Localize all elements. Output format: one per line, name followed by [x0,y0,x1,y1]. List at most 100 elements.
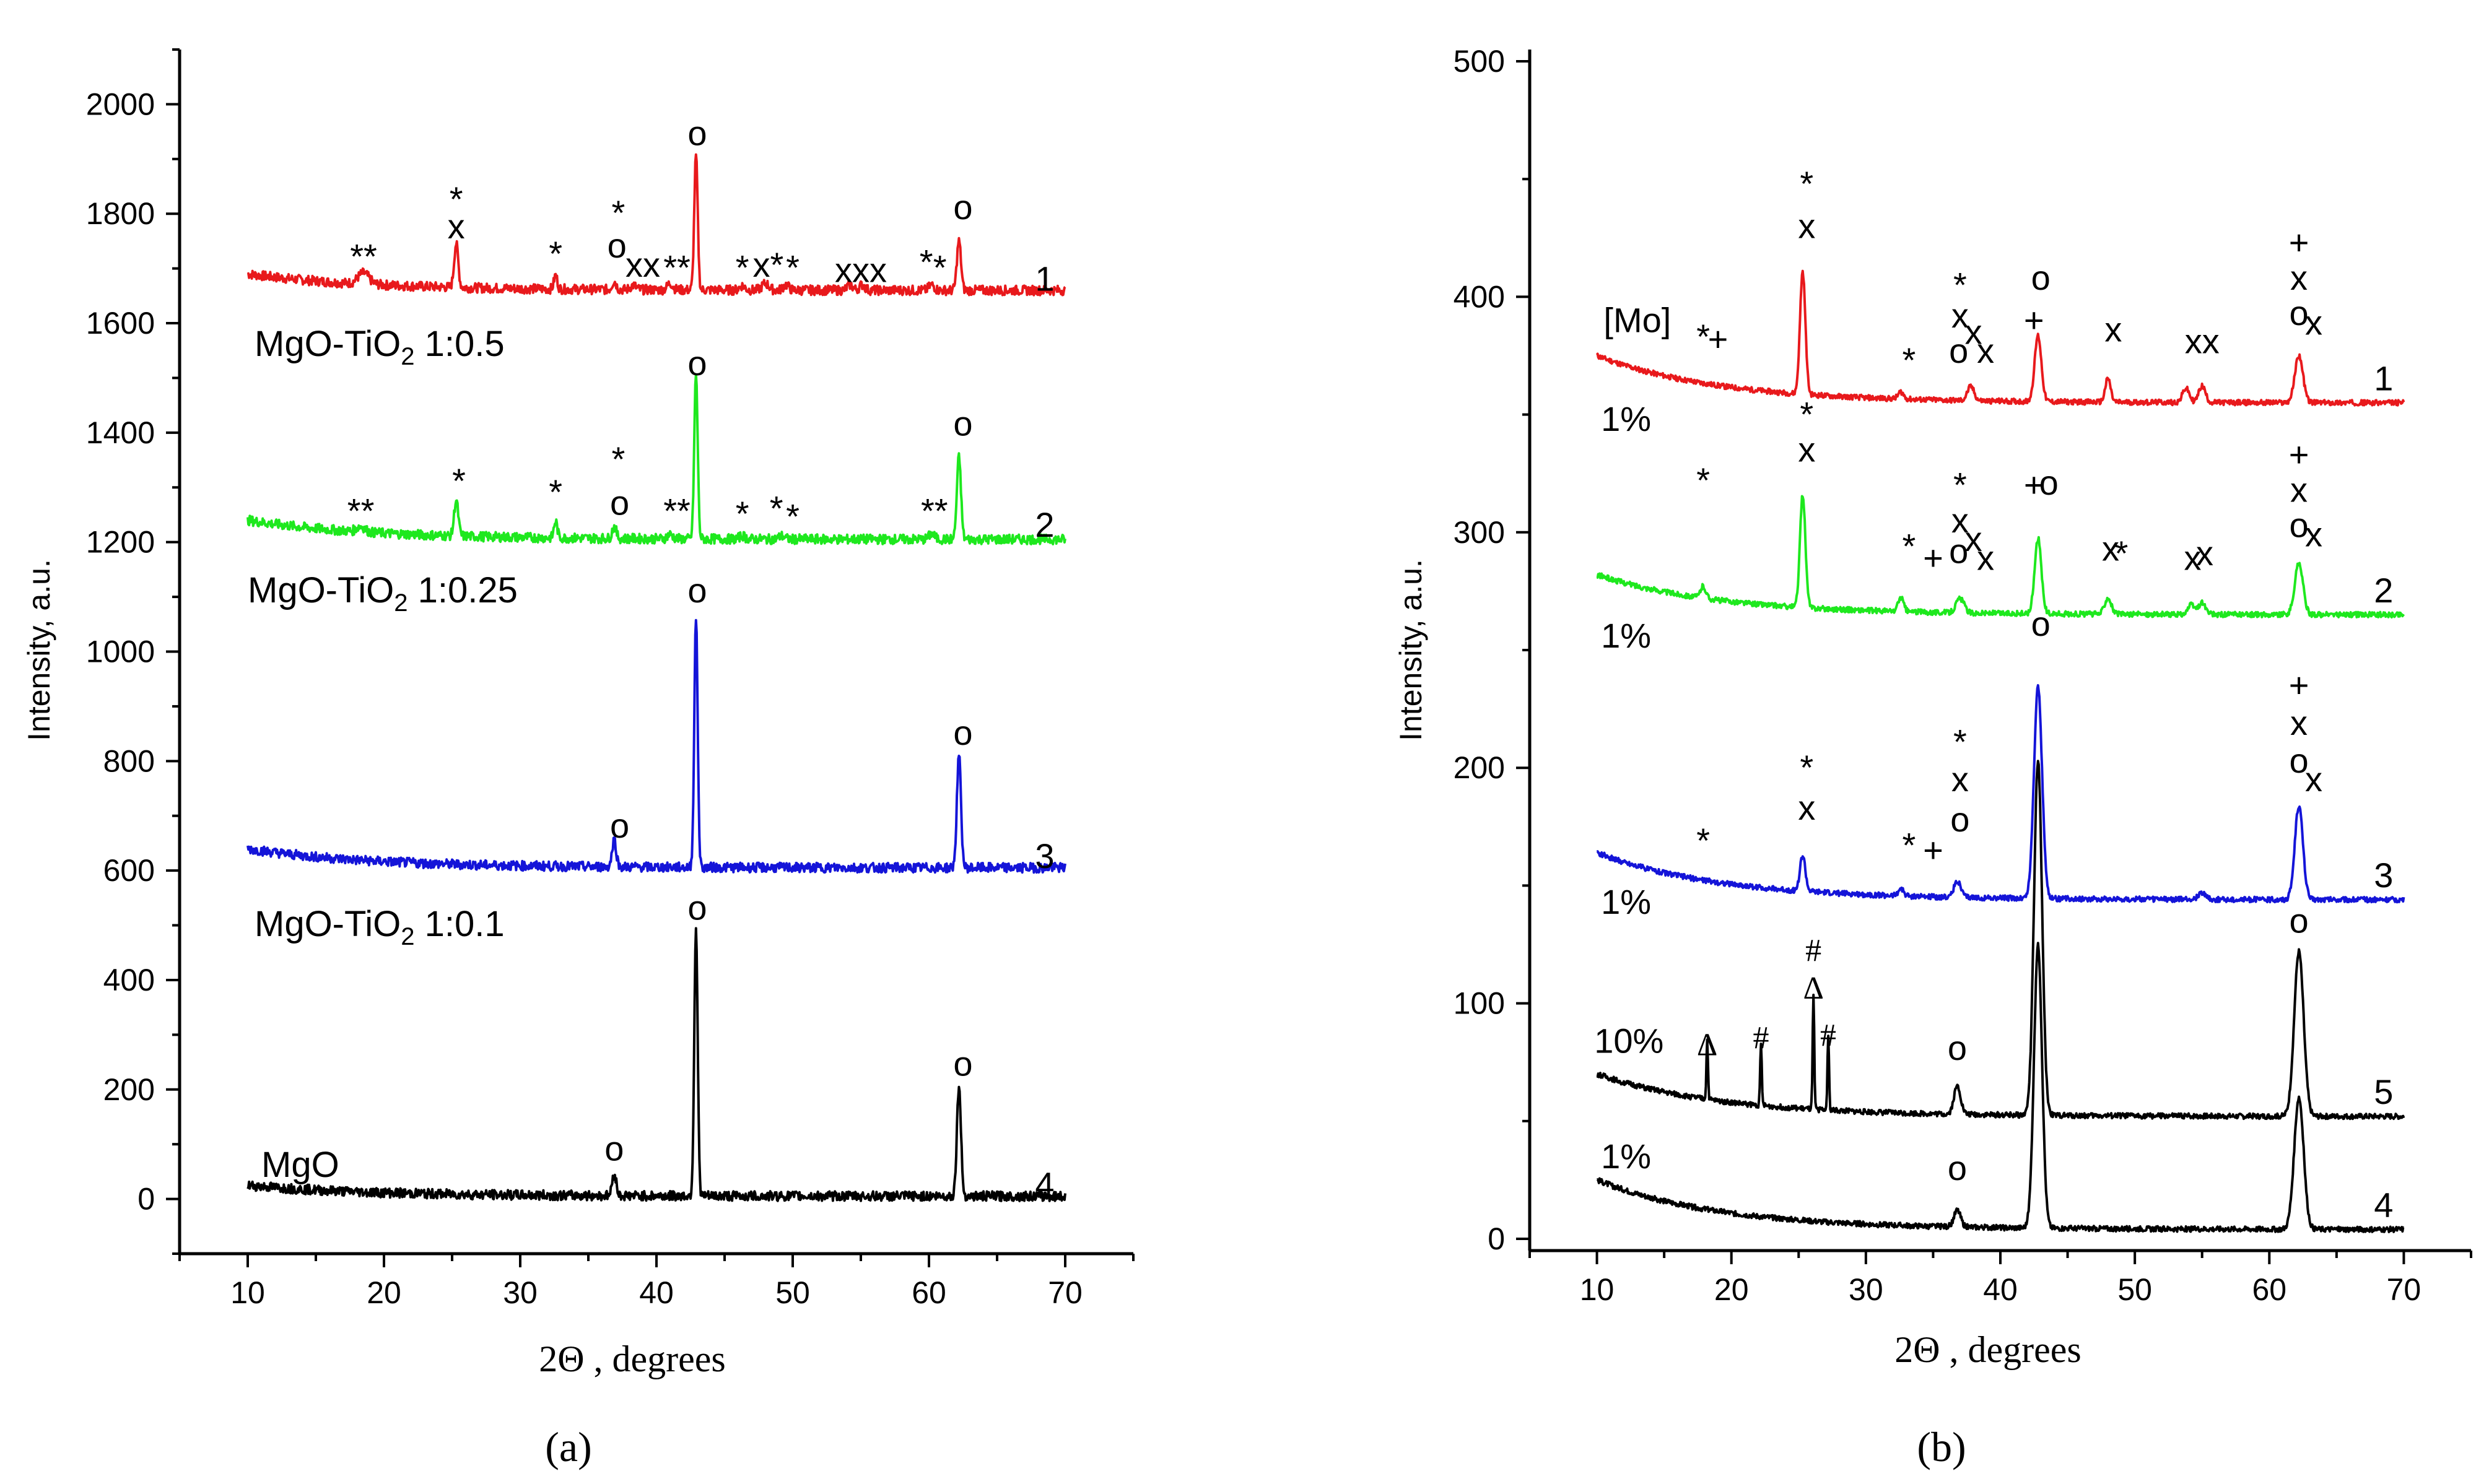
peak-marker: ** [663,248,691,287]
peak-marker: * [786,248,800,287]
peak-marker: x [1965,312,1982,351]
peak-marker: * [1696,317,1710,356]
y-tick-label: 600 [103,853,155,888]
sample-label-text: MgO-TiO [248,570,394,610]
y-tick-label: 1600 [86,306,155,341]
peak-marker: x [1951,501,1969,540]
curve-number: 1 [1035,259,1054,298]
peak-marker: * [549,234,562,273]
peak-marker: o [1948,1028,1967,1067]
y-tick-label: 1400 [86,415,155,450]
x-tick-label: 20 [367,1275,401,1310]
peak-marker: Δ [1697,1027,1717,1062]
peak-marker: + [2289,435,2309,474]
peak-marker: + [1708,319,1728,358]
peak-marker: * [1696,821,1710,860]
sample-label-ratio: 1:0.25 [408,570,518,610]
x-tick-label: 30 [503,1275,538,1310]
peak-marker: * [1800,395,1813,434]
peak-marker: + [2289,223,2309,262]
peak-marker: + [1923,830,1943,869]
peak-marker: o [2289,505,2308,544]
sample-label: MgO-TiO2 1:0.5 [255,324,505,370]
peak-marker: o [953,1044,972,1083]
curve-number: 4 [2374,1186,2393,1225]
peak-marker: * [770,488,783,527]
peak-marker: # [1805,933,1821,968]
peak-marker: * [612,440,626,479]
x-tick-label: 20 [1714,1272,1749,1307]
peak-marker: Δ [1803,971,1823,1006]
panel-a-chart: ***x**oxx **o* x* * xxx * *o*** **o **o* * * **oooo… [86,48,1135,1310]
peak-marker: * [1953,722,1967,761]
peak-marker: o [2031,604,2051,643]
curve-number: 5 [2374,1072,2393,1111]
y-tick-label: 1000 [86,635,155,669]
peak-marker: o [2289,741,2308,780]
peak-marker: o [687,114,707,153]
peak-marker: * [450,180,463,219]
y-tick-label: 2000 [86,87,155,121]
x-tick-label: 10 [230,1275,265,1310]
sample-label-text: MgO-TiO [255,324,401,364]
sample-label: MgO-TiO2 1:0.1 [255,904,505,950]
sample-percent-label: 1% [1601,882,1651,921]
sample-label: MgO-TiO2 1:0.25 [248,570,518,617]
peak-marker: o [953,188,972,227]
peak-marker: ** [350,237,377,276]
sample-label-subscript: 2 [394,589,408,617]
peak-marker: x [1977,331,1994,370]
peak-marker: xx [2185,322,2220,361]
curve-number: 3 [2374,856,2393,895]
peak-marker: * [933,248,947,287]
x-tick-label: 40 [1983,1272,2018,1307]
peak-marker: x [2290,703,2308,742]
y-tick-label: 200 [1454,750,1505,785]
panel-a-y-axis-title: Intensity, a.u. [22,559,56,741]
peak-marker: * [1902,527,1916,566]
sample-label-subscript: 2 [401,923,414,950]
series-curve-4 [246,927,1066,1202]
sample-label-ratio: 1:0.5 [415,324,505,364]
peak-marker: * [612,193,626,232]
peak-marker: x [2184,539,2202,578]
sample-label: MgO [261,1145,339,1185]
peak-marker: o [2289,293,2308,332]
series-curve-3 [1596,683,2405,904]
peak-marker: x [448,207,465,246]
panel-b-y-axis-title: Intensity, a.u. [1393,559,1428,741]
peak-marker: * [736,248,749,287]
series-curve-1 [246,153,1066,297]
peak-marker: x [1951,296,1969,335]
peak-marker: * [549,472,562,511]
peak-marker: * [452,461,466,500]
y-tick-label: 800 [103,744,155,778]
series-curve-5 [1596,760,2405,1121]
y-tick-label: 1200 [86,525,155,560]
peak-marker: * [1902,341,1916,380]
sample-percent-label: 1% [1601,616,1651,655]
peak-marker: x* [753,245,784,284]
panel-a-label: (a) [545,1423,591,1470]
sample-label-ratio: 1:0.1 [415,904,505,944]
peak-marker: # [1753,1020,1769,1056]
peak-marker: * [1800,164,1813,203]
peak-marker: x [2290,258,2308,297]
peak-marker: * [1953,265,1967,304]
curve-number: 2 [1035,505,1054,544]
curve-number: 2 [2374,571,2393,610]
sample-label-text: MgO [261,1145,339,1185]
panel-a-axes: 10 20 30 40 50 60 70 0 200 400 600 800 1000 1200 1400 1… [86,48,1135,1310]
y-tick-label: 500 [1454,44,1505,79]
peak-marker: o [604,1129,624,1168]
peak-marker: o [2031,258,2051,297]
sample-label-text: MgO-TiO [255,904,401,944]
y-tick-label: 100 [1454,986,1505,1021]
curve-number: 1 [2374,359,2393,398]
peak-marker: + [2024,466,2044,505]
peak-marker: x [2104,310,2122,349]
peak-marker: o [953,404,972,443]
series-curve-4 [1596,942,2405,1233]
x-tick-label: 40 [639,1275,674,1310]
